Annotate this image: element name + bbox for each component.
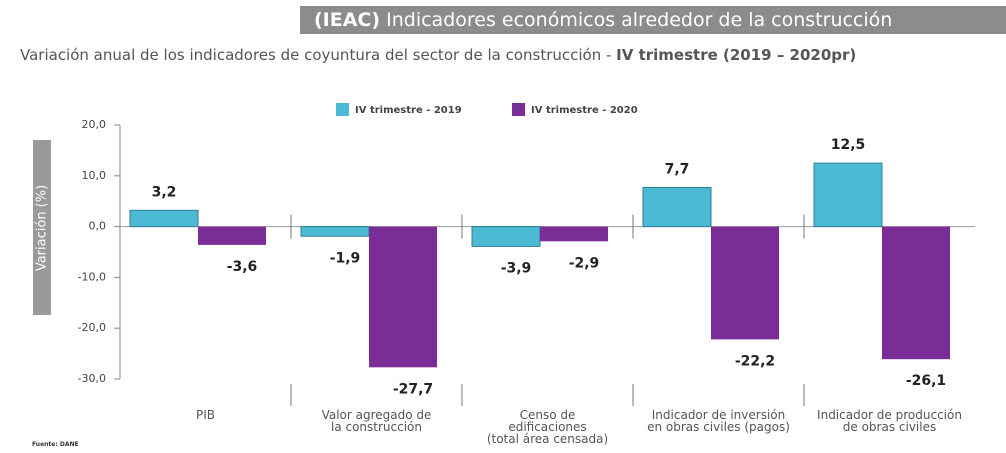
y-label-box	[33, 140, 51, 315]
title: Indicadores económicos alrededor de la c…	[386, 9, 893, 31]
x-tick-label: PIB	[195, 408, 215, 422]
subtitle-bold: IV trimestre (2019 – 2020pr)	[616, 46, 857, 64]
bar	[540, 226, 608, 242]
value-label: -26,1	[906, 373, 946, 389]
value-label: -3,9	[501, 260, 532, 276]
subtitle-text: Variación anual de los indicadores de co…	[20, 46, 617, 64]
legend-label: IV trimestre - 2019	[355, 105, 462, 116]
x-tick-label: Indicador de inversión en obras civiles …	[647, 408, 790, 434]
value-label: 12,5	[831, 137, 866, 153]
bar	[882, 226, 950, 360]
bar	[471, 226, 541, 247]
legend-label: IV trimestre - 2020	[531, 105, 638, 116]
subtitle: Variación anual de los indicadores de co…	[20, 46, 856, 64]
y-tick-label: 20,0	[82, 118, 107, 131]
x-tick-label: Censo de edificaciones (total área censa…	[486, 408, 609, 446]
x-tick-label: Valor agregado de la construcción	[321, 408, 432, 434]
bar	[711, 226, 779, 340]
y-tick-label: 10,0	[82, 169, 107, 182]
value-label: 3,2	[152, 184, 177, 200]
bar	[642, 186, 712, 228]
bar	[300, 226, 370, 237]
source: Fuente: DANE	[32, 441, 79, 448]
y-tick-label: 0,0	[89, 220, 107, 233]
legend-swatch	[512, 103, 525, 116]
value-label: 7,7	[665, 161, 690, 177]
title-bar: (IEAC) Indicadores económicos alrededor …	[300, 6, 1006, 34]
x-tick-label: Indicador de producción de obras civiles	[817, 408, 962, 434]
bar	[198, 226, 266, 245]
y-axis-label: Variación (%)	[35, 185, 50, 271]
bar	[813, 162, 883, 228]
bar	[369, 226, 437, 368]
y-tick-label: -30,0	[78, 372, 106, 385]
value-label: -2,9	[569, 255, 600, 271]
legend-swatch	[336, 103, 349, 116]
value-label: -1,9	[330, 250, 361, 266]
y-tick-label: -10,0	[78, 270, 106, 283]
value-label: -27,7	[393, 381, 433, 397]
bar	[129, 209, 199, 228]
value-label: -22,2	[735, 353, 775, 369]
value-label: -3,6	[227, 259, 258, 275]
y-tick-label: -20,0	[78, 321, 106, 334]
title-prefix: (IEAC)	[314, 9, 381, 31]
